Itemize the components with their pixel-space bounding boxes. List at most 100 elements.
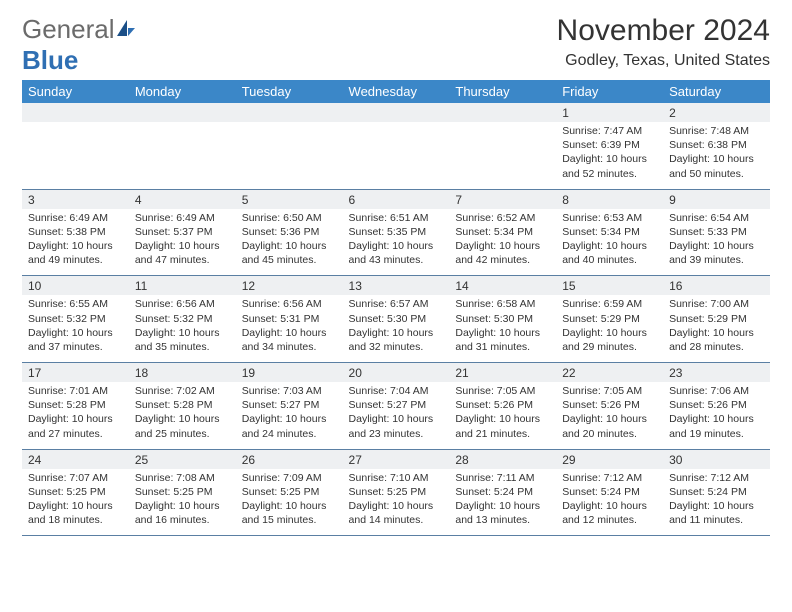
- day-number: 26: [236, 449, 343, 469]
- day-cell: Sunrise: 7:09 AMSunset: 5:25 PMDaylight:…: [236, 469, 343, 536]
- day-cell: Sunrise: 7:00 AMSunset: 5:29 PMDaylight:…: [663, 295, 770, 362]
- sunrise-line: Sunrise: 7:05 AM: [455, 384, 550, 398]
- day-cell: Sunrise: 6:50 AMSunset: 5:36 PMDaylight:…: [236, 209, 343, 276]
- day-body-row: Sunrise: 7:01 AMSunset: 5:28 PMDaylight:…: [22, 382, 770, 449]
- day-number-row: 17181920212223: [22, 363, 770, 383]
- day-number: 14: [449, 276, 556, 296]
- daylight-line: Daylight: 10 hours and 49 minutes.: [28, 239, 123, 267]
- daylight-line: Daylight: 10 hours and 25 minutes.: [135, 412, 230, 440]
- sunrise-line: Sunrise: 6:54 AM: [669, 211, 764, 225]
- daylight-line: Daylight: 10 hours and 37 minutes.: [28, 326, 123, 354]
- sunrise-line: Sunrise: 7:10 AM: [349, 471, 444, 485]
- sunrise-line: Sunrise: 7:08 AM: [135, 471, 230, 485]
- sunrise-line: Sunrise: 7:05 AM: [562, 384, 657, 398]
- sunrise-line: Sunrise: 7:09 AM: [242, 471, 337, 485]
- day-number: 7: [449, 189, 556, 209]
- day-cell: Sunrise: 7:12 AMSunset: 5:24 PMDaylight:…: [663, 469, 770, 536]
- sunrise-line: Sunrise: 7:01 AM: [28, 384, 123, 398]
- day-number: 2: [663, 103, 770, 122]
- day-cell: Sunrise: 6:55 AMSunset: 5:32 PMDaylight:…: [22, 295, 129, 362]
- day-cell: Sunrise: 7:05 AMSunset: 5:26 PMDaylight:…: [449, 382, 556, 449]
- sunset-line: Sunset: 5:24 PM: [455, 485, 550, 499]
- weekday-col: Saturday: [663, 80, 770, 103]
- sunset-line: Sunset: 5:34 PM: [455, 225, 550, 239]
- day-cell: Sunrise: 7:07 AMSunset: 5:25 PMDaylight:…: [22, 469, 129, 536]
- sunset-line: Sunset: 6:39 PM: [562, 138, 657, 152]
- day-number: 28: [449, 449, 556, 469]
- day-body-row: Sunrise: 6:55 AMSunset: 5:32 PMDaylight:…: [22, 295, 770, 362]
- sunrise-line: Sunrise: 7:12 AM: [562, 471, 657, 485]
- day-cell: [22, 122, 129, 189]
- day-cell: Sunrise: 7:10 AMSunset: 5:25 PMDaylight:…: [343, 469, 450, 536]
- sunrise-line: Sunrise: 7:48 AM: [669, 124, 764, 138]
- day-cell: Sunrise: 7:05 AMSunset: 5:26 PMDaylight:…: [556, 382, 663, 449]
- sunrise-line: Sunrise: 7:07 AM: [28, 471, 123, 485]
- day-cell: Sunrise: 7:11 AMSunset: 5:24 PMDaylight:…: [449, 469, 556, 536]
- calendar-body: 12 Sunrise: 7:47 AMSunset: 6:39 PMDaylig…: [22, 103, 770, 536]
- sunrise-line: Sunrise: 6:49 AM: [28, 211, 123, 225]
- day-cell: Sunrise: 7:03 AMSunset: 5:27 PMDaylight:…: [236, 382, 343, 449]
- day-cell: Sunrise: 6:58 AMSunset: 5:30 PMDaylight:…: [449, 295, 556, 362]
- sunrise-line: Sunrise: 6:50 AM: [242, 211, 337, 225]
- sunset-line: Sunset: 5:28 PM: [28, 398, 123, 412]
- day-number: 18: [129, 363, 236, 383]
- daylight-line: Daylight: 10 hours and 20 minutes.: [562, 412, 657, 440]
- brand-text: GeneralBlue: [22, 14, 137, 76]
- sunset-line: Sunset: 5:32 PM: [28, 312, 123, 326]
- day-number: 17: [22, 363, 129, 383]
- daylight-line: Daylight: 10 hours and 29 minutes.: [562, 326, 657, 354]
- sunset-line: Sunset: 5:26 PM: [669, 398, 764, 412]
- daylight-line: Daylight: 10 hours and 24 minutes.: [242, 412, 337, 440]
- day-number: [449, 103, 556, 122]
- day-cell: Sunrise: 7:12 AMSunset: 5:24 PMDaylight:…: [556, 469, 663, 536]
- day-number: 5: [236, 189, 343, 209]
- day-number: 20: [343, 363, 450, 383]
- sunset-line: Sunset: 5:25 PM: [28, 485, 123, 499]
- daylight-line: Daylight: 10 hours and 45 minutes.: [242, 239, 337, 267]
- day-cell: [449, 122, 556, 189]
- day-number-row: 10111213141516: [22, 276, 770, 296]
- sunset-line: Sunset: 5:36 PM: [242, 225, 337, 239]
- sunrise-line: Sunrise: 6:58 AM: [455, 297, 550, 311]
- sunrise-line: Sunrise: 6:49 AM: [135, 211, 230, 225]
- day-cell: Sunrise: 6:51 AMSunset: 5:35 PMDaylight:…: [343, 209, 450, 276]
- sunset-line: Sunset: 5:27 PM: [349, 398, 444, 412]
- sunset-line: Sunset: 5:25 PM: [135, 485, 230, 499]
- daylight-line: Daylight: 10 hours and 19 minutes.: [669, 412, 764, 440]
- sunrise-line: Sunrise: 6:57 AM: [349, 297, 444, 311]
- weekday-col: Sunday: [22, 80, 129, 103]
- day-cell: Sunrise: 7:02 AMSunset: 5:28 PMDaylight:…: [129, 382, 236, 449]
- sunrise-line: Sunrise: 7:00 AM: [669, 297, 764, 311]
- day-number: 13: [343, 276, 450, 296]
- sunset-line: Sunset: 5:24 PM: [562, 485, 657, 499]
- brand-logo: GeneralBlue: [22, 14, 137, 76]
- day-cell: Sunrise: 7:08 AMSunset: 5:25 PMDaylight:…: [129, 469, 236, 536]
- sunset-line: Sunset: 5:28 PM: [135, 398, 230, 412]
- day-number: 25: [129, 449, 236, 469]
- day-number: [22, 103, 129, 122]
- brand-word1: General: [22, 14, 115, 44]
- sunset-line: Sunset: 5:24 PM: [669, 485, 764, 499]
- day-cell: Sunrise: 7:01 AMSunset: 5:28 PMDaylight:…: [22, 382, 129, 449]
- daylight-line: Daylight: 10 hours and 35 minutes.: [135, 326, 230, 354]
- day-number: 21: [449, 363, 556, 383]
- day-cell: Sunrise: 6:56 AMSunset: 5:32 PMDaylight:…: [129, 295, 236, 362]
- day-cell: Sunrise: 6:54 AMSunset: 5:33 PMDaylight:…: [663, 209, 770, 276]
- weekday-header: Sunday Monday Tuesday Wednesday Thursday…: [22, 80, 770, 103]
- sunset-line: Sunset: 5:34 PM: [562, 225, 657, 239]
- day-cell: Sunrise: 6:52 AMSunset: 5:34 PMDaylight:…: [449, 209, 556, 276]
- sunrise-line: Sunrise: 7:03 AM: [242, 384, 337, 398]
- day-number-row: 3456789: [22, 189, 770, 209]
- day-cell: [236, 122, 343, 189]
- day-number: 15: [556, 276, 663, 296]
- calendar-page: GeneralBlue November 2024 Godley, Texas,…: [0, 0, 792, 536]
- sunrise-line: Sunrise: 6:59 AM: [562, 297, 657, 311]
- day-cell: Sunrise: 7:47 AMSunset: 6:39 PMDaylight:…: [556, 122, 663, 189]
- sail-icon: [115, 14, 137, 45]
- sunset-line: Sunset: 5:32 PM: [135, 312, 230, 326]
- sunset-line: Sunset: 5:26 PM: [455, 398, 550, 412]
- sunrise-line: Sunrise: 7:12 AM: [669, 471, 764, 485]
- sunrise-line: Sunrise: 6:56 AM: [242, 297, 337, 311]
- daylight-line: Daylight: 10 hours and 13 minutes.: [455, 499, 550, 527]
- day-cell: Sunrise: 7:48 AMSunset: 6:38 PMDaylight:…: [663, 122, 770, 189]
